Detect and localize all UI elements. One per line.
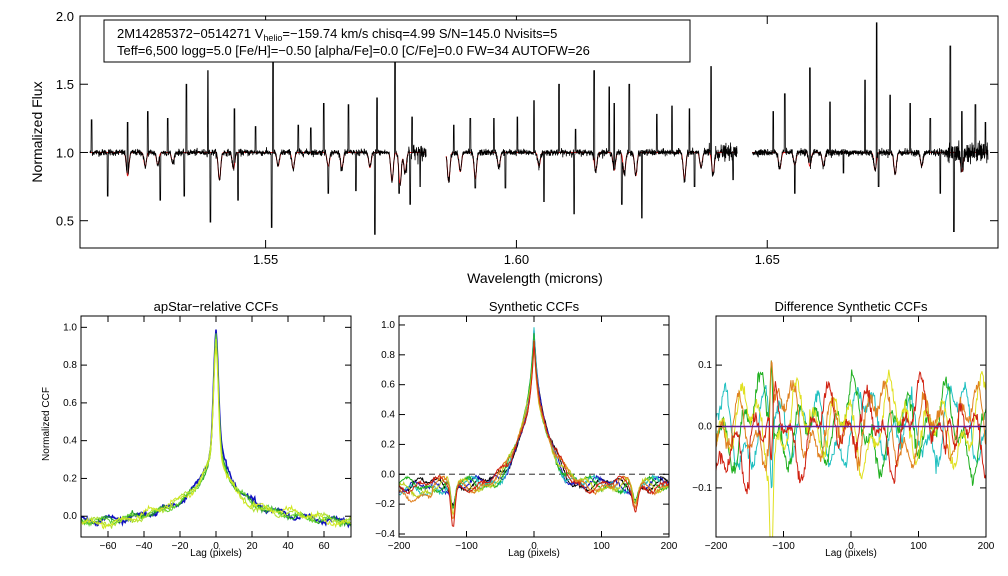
x-tick-label: 1.65 [755,252,780,267]
y-tick-label: 0.4 [381,410,395,421]
y-tick-label: 0.2 [63,473,77,484]
x-tick-label: 60 [318,541,330,552]
spectrum-panel: 1.55 1.60 1.65 0.5 1.0 1.5 2.0 Wavelength (mi… [29,9,999,286]
spectrum-y-label: Normalized Flux [29,81,45,182]
difference-ccf-y-axis: −0.1 0.0 0.1 [692,360,986,494]
info-line-2: Teff=6,500 logg=5.0 [Fe/H]=−0.50 [alpha/… [117,43,590,58]
info-line-1: 2M14285372−0514271 Vhelio=−159.74 km/s c… [117,26,557,43]
y-tick-label: 1.0 [56,145,74,160]
synthetic-ccf-visit6-line [399,340,669,527]
y-tick-label: 0.6 [381,380,395,391]
model-spectrum-line [445,151,738,183]
difference-ccf-visit4-line [716,359,986,472]
x-tick-label: −60 [100,541,117,552]
x-tick-label: −100 [455,541,478,552]
x-tick-label: 100 [910,541,927,552]
apstar-ccf-y-axis: 0.0 0.2 0.4 0.6 0.8 1.0 [63,322,351,522]
apstar-ccf-title: apStar−relative CCFs [154,299,279,314]
apstar-ccf-traces [80,329,352,530]
synthetic-ccf-panel: Synthetic CCFs −200 −100 0 100 200 −0.4 −0.2 0… [375,299,678,559]
info-line-1-star: 2M14285372−0514271 V [117,26,264,41]
info-box [103,19,691,63]
x-tick-label: 0 [531,541,537,552]
y-tick-label: 1.5 [56,77,74,92]
synthetic-ccf-y-axis: −0.4 −0.2 0.0 0.2 0.4 0.6 0.8 1.0 [375,320,669,540]
x-tick-label: 1.55 [253,252,278,267]
y-tick-label: 0.8 [63,360,77,371]
difference-ccf-traces [716,359,986,537]
x-tick-label: −200 [705,541,728,552]
apstar-ccf-visit2-line [80,337,352,528]
apstar-ccf-x-axis: −60 −40 −20 0 20 40 60 [100,316,330,552]
synthetic-ccf-traces [399,327,669,527]
x-tick-label: 200 [978,541,995,552]
y-tick-label: 0.0 [698,422,712,433]
x-tick-label: 20 [246,541,258,552]
difference-ccf-x-axis: −200 −100 0 100 200 [705,316,995,552]
y-tick-label: 0.5 [56,214,74,229]
x-tick-label: 200 [661,541,678,552]
apstar-ccf-visit5-line [80,347,352,530]
difference-ccf-visit1-line [716,381,986,489]
observed-spectrum-line [89,22,427,235]
y-tick-label: −0.1 [692,483,712,494]
x-tick-label: −40 [136,541,153,552]
y-tick-label: 0.2 [381,439,395,450]
difference-ccf-visit5-line [716,370,986,495]
synthetic-ccf-x-label: Lag (pixels) [508,548,560,559]
apstar-ccf-x-label: Lag (pixels) [190,548,242,559]
y-tick-label: 0.0 [63,511,77,522]
synthetic-ccf-visit2-line [399,327,669,509]
info-line-1-values: =−159.74 km/s chisq=4.99 S/N=145.0 Nvisi… [282,26,557,41]
y-tick-label: 1.0 [381,320,395,331]
apstar-ccf-visit1-line [80,329,352,529]
y-tick-label: −0.4 [375,529,395,540]
x-tick-label: 40 [282,541,294,552]
apstar-ccf-visit4-line [80,339,352,529]
spectrum-x-label: Wavelength (microns) [467,270,603,286]
difference-ccf-title: Difference Synthetic CCFs [775,299,928,314]
observed-spectrum-line [445,66,738,219]
y-tick-label: 0.1 [698,360,712,371]
observed-spectrum-line [752,22,989,233]
difference-ccf-panel: Difference Synthetic CCFs −200 −100 0 100 20… [692,299,995,559]
synthetic-ccf-visit3-line [399,333,669,509]
synthetic-ccf-title: Synthetic CCFs [489,299,580,314]
difference-ccf-visit3-line [716,369,986,537]
y-tick-label: 0.6 [63,398,77,409]
difference-ccf-x-label: Lag (pixels) [825,548,877,559]
y-tick-label: 0.8 [381,350,395,361]
y-tick-label: 0.4 [63,436,77,447]
spectrum-y-axis: 0.5 1.0 1.5 2.0 [56,9,998,229]
info-line-1-subscript: helio [263,33,282,43]
apstar-ccf-visit3-line [80,333,352,528]
spectrum-traces [89,22,989,235]
x-tick-label: −100 [772,541,795,552]
y-tick-label: 2.0 [56,9,74,24]
x-tick-label: −200 [388,541,411,552]
x-tick-label: −20 [172,541,189,552]
x-tick-label: 100 [593,541,610,552]
x-tick-label: 0 [848,541,854,552]
apstar-ccf-panel: apStar−relative CCFs −60 −40 −20 0 20 40 60 0.… [41,299,352,559]
y-tick-label: 0.0 [381,469,395,480]
synthetic-ccf-visit4-line [399,340,669,516]
x-tick-label: 1.60 [504,252,529,267]
spectrum-frame [79,15,999,249]
x-tick-label: 0 [213,541,219,552]
apstar-ccf-y-label: Normalized CCF [41,387,52,461]
y-tick-label: −0.2 [375,499,395,510]
y-tick-label: 1.0 [63,322,77,333]
